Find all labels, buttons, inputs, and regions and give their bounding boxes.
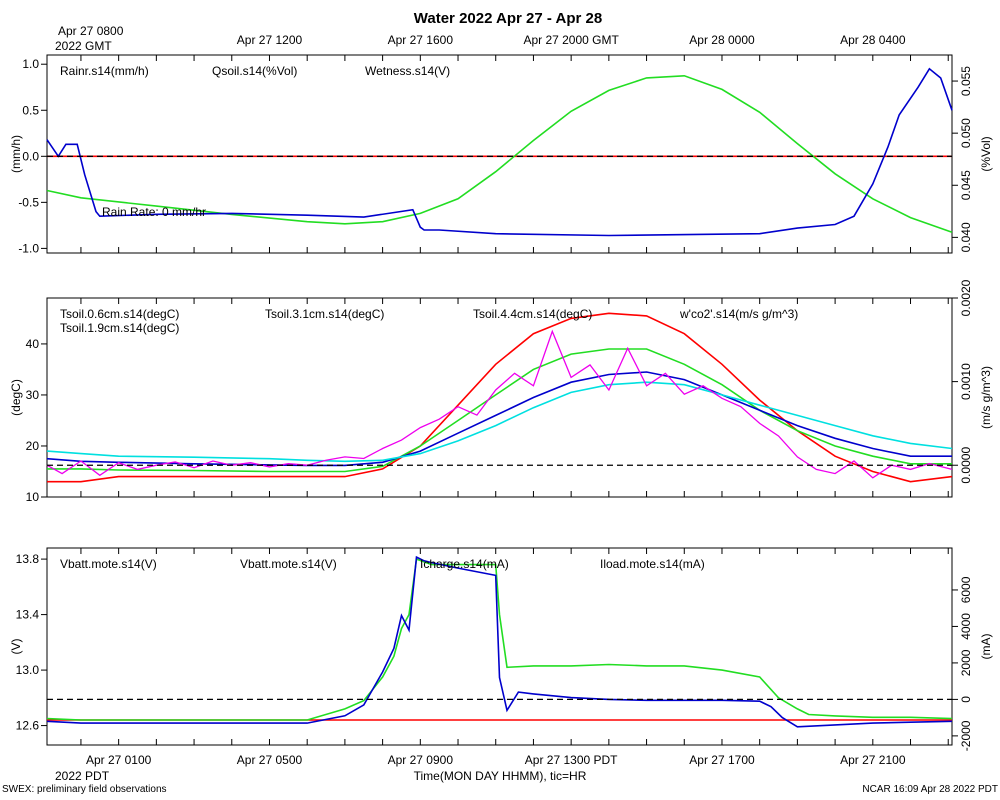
y-right-tick-label: 0 (959, 696, 973, 703)
series-line (46, 371, 952, 467)
y-left-tick-label: 13.8 (16, 552, 40, 566)
y-right-tick-label: 6000 (959, 576, 973, 603)
y-right-tick-label: 0.040 (959, 222, 973, 252)
legend-entry: Vbatt.mote.s14(V) (240, 557, 337, 571)
y-left-tick-label: 10 (26, 490, 40, 504)
bottom-axis-tick-label: Apr 27 0100 (86, 753, 152, 767)
footer-left: SWEX: preliminary field observations (2, 784, 167, 795)
plot-frame (46, 54, 953, 254)
y-right-tick-label: 0.050 (959, 118, 973, 148)
y-left-tick-label: 13.0 (16, 663, 40, 677)
legend-entry: Vbatt.mote.s14(V) (60, 557, 157, 571)
y-right-axis-title: (m/s g/m^3) (979, 366, 993, 429)
y-left-axis-title: (V) (9, 639, 23, 655)
panel-0: 1.0 0.5 0.0 -0.5 -1.0 0.040 0.045 0.050 0.055 (mm… (9, 54, 993, 255)
legend-entry: Icharge.s14(mA) (420, 557, 509, 571)
y-left-tick-label: 12.6 (16, 719, 40, 733)
series-line (46, 329, 953, 479)
legend-entry: Tsoil.3.1cm.s14(degC) (265, 307, 384, 321)
y-left-tick-label: 0.0 (22, 149, 39, 163)
legend-entry: Tsoil.1.9cm.s14(degC) (60, 321, 179, 335)
bottom-axis-year-label: 2022 PDT (55, 769, 110, 783)
legend-entry: Tsoil.4.4cm.s14(degC) (473, 307, 592, 321)
top-axis-tick-label: Apr 28 0400 (840, 33, 906, 47)
series-line (47, 348, 952, 473)
series-line (47, 312, 953, 483)
top-axis-year-label: 2022 GMT (55, 39, 112, 53)
y-right-tick-label: 0.045 (959, 170, 973, 200)
legend-entry: Rainr.s14(mm/h) (60, 64, 149, 78)
chart-annotation: Rain Rate: 0 mm/hr (102, 205, 206, 219)
series-line (46, 381, 953, 463)
legend-entry: Iload.mote.s14(mA) (600, 557, 705, 571)
y-left-axis-title: (degC) (9, 379, 23, 416)
y-left-tick-label: 0.5 (22, 103, 39, 117)
series-line (46, 67, 953, 237)
y-left-tick-label: 20 (26, 439, 40, 453)
y-right-tick-label: 0.0000 (959, 447, 973, 484)
legend-entry: Wetness.s14(V) (365, 64, 450, 78)
panel-1: 10 20 30 40 0.0000 0.0010 0.0020 (degC) (m/s g/m… (9, 279, 993, 504)
y-right-axis-title: (%Vol) (979, 136, 993, 171)
top-axis-tick-label: Apr 28 0000 (689, 33, 755, 47)
top-axis-tick-label: Apr 27 1200 (237, 33, 303, 47)
y-left-axis-title: (mm/h) (9, 135, 23, 173)
top-axis-tick-label: Apr 27 2000 GMT (523, 33, 619, 47)
legend-entry: w'co2'.s14(m/s g/m^3) (679, 307, 798, 321)
footer-right: NCAR 16:09 Apr 28 2022 PDT (862, 784, 998, 795)
x-axis-label: Time(MON DAY HHMM), tic=HR (414, 769, 587, 783)
series-line (46, 74, 953, 233)
y-right-tick-label: 0.0010 (959, 363, 973, 400)
bottom-axis-tick-label: Apr 27 1700 (689, 753, 755, 767)
chart-title: Water 2022 Apr 27 - Apr 28 (414, 10, 602, 27)
bottom-axis-tick-label: Apr 27 2100 (840, 753, 906, 767)
legend-entry: Qsoil.s14(%Vol) (212, 64, 297, 78)
top-axis-first-label: Apr 27 0800 (58, 24, 124, 38)
y-right-tick-label: 0.0020 (959, 279, 973, 316)
y-left-tick-label: -1.0 (18, 241, 39, 255)
y-right-tick-label: 4000 (959, 613, 973, 640)
series-line (46, 555, 953, 728)
bottom-axis-tick-label: Apr 27 1300 PDT (525, 753, 618, 767)
y-left-tick-label: 13.4 (16, 608, 40, 622)
top-axis-tick-label: Apr 27 1600 (388, 33, 454, 47)
bottom-axis-tick-label: Apr 27 0500 (237, 753, 303, 767)
panel-2: 12.6 13.0 13.4 13.8 -2000 0 2000 4000 6000 (V) (mA… (9, 547, 993, 751)
y-right-tick-label: -2000 (959, 720, 973, 751)
y-left-tick-label: 40 (26, 337, 40, 351)
y-right-tick-label: 0.055 (959, 66, 973, 96)
y-left-tick-label: -0.5 (18, 195, 39, 209)
series-line (46, 558, 953, 721)
legend-entry: Tsoil.0.6cm.s14(degC) (60, 307, 179, 321)
plot-frame (46, 297, 953, 498)
y-right-axis-title: (mA) (979, 634, 993, 660)
plot-frame (46, 547, 953, 746)
bottom-axis-tick-label: Apr 27 0900 (388, 753, 454, 767)
y-right-tick-label: 2000 (959, 649, 973, 676)
y-left-tick-label: 30 (26, 388, 40, 402)
y-left-tick-label: 1.0 (22, 57, 39, 71)
